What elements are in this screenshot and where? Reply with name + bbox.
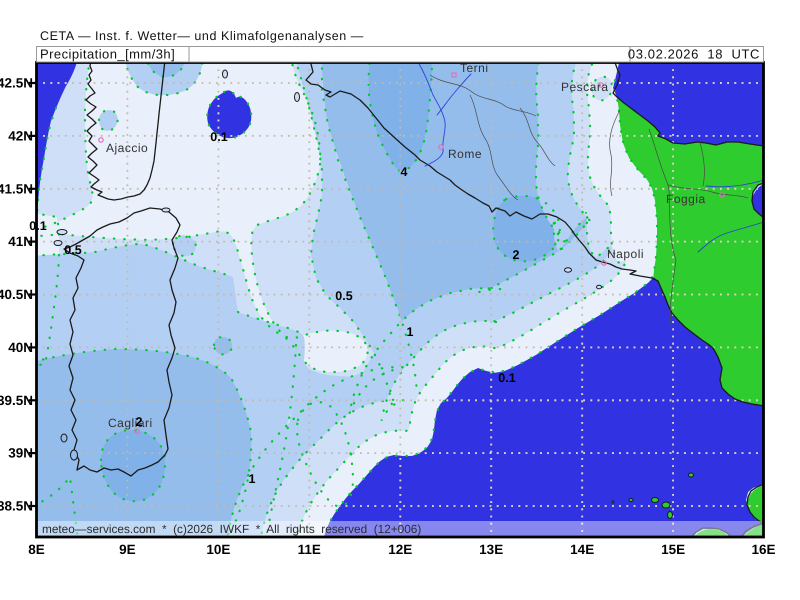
svg-text:Ajaccio: Ajaccio	[106, 141, 148, 155]
svg-text:Napoli: Napoli	[607, 247, 644, 261]
svg-text:Pescara: Pescara	[561, 80, 609, 94]
svg-text:14E: 14E	[570, 542, 594, 557]
svg-text:40N: 40N	[8, 340, 33, 355]
svg-text:Precipitation_[mm/3h]: Precipitation_[mm/3h]	[40, 47, 175, 62]
svg-text:15E: 15E	[661, 542, 685, 557]
svg-text:42.5N: 42.5N	[0, 76, 33, 91]
svg-text:39N: 39N	[8, 446, 33, 461]
svg-text:0.1: 0.1	[210, 130, 227, 144]
svg-text:0.1: 0.1	[29, 219, 46, 233]
svg-text:41N: 41N	[8, 234, 33, 249]
svg-text:1: 1	[249, 472, 256, 486]
svg-text:40.5N: 40.5N	[0, 287, 33, 302]
svg-text:Rome: Rome	[448, 147, 482, 161]
svg-text:1: 1	[407, 325, 414, 339]
svg-text:2: 2	[136, 415, 143, 429]
svg-text:41.5N: 41.5N	[0, 181, 33, 196]
svg-text:CETA — Inst. f. Wetter— und Kl: CETA — Inst. f. Wetter— und Klimafolgena…	[40, 29, 364, 43]
svg-text:4: 4	[401, 165, 408, 179]
svg-text:0.5: 0.5	[64, 243, 81, 257]
svg-text:38.5N: 38.5N	[0, 499, 33, 514]
svg-text:11E: 11E	[298, 542, 321, 557]
svg-text:42N: 42N	[8, 128, 33, 143]
svg-text:meteo—services.com * (c)2026: meteo—services.com * (c)2026 IWKF * All …	[42, 522, 421, 536]
svg-text:13E: 13E	[479, 542, 503, 557]
svg-text:0.1: 0.1	[498, 371, 515, 385]
svg-text:Terni: Terni	[460, 61, 489, 75]
svg-text:9E: 9E	[119, 542, 136, 557]
svg-text:16E: 16E	[751, 542, 775, 557]
svg-text:12E: 12E	[388, 542, 412, 557]
svg-text:2: 2	[513, 248, 520, 262]
svg-text:Foggia: Foggia	[666, 192, 706, 206]
svg-text:0.5: 0.5	[335, 289, 352, 303]
svg-text:8E: 8E	[28, 542, 45, 557]
svg-text:10E: 10E	[206, 542, 230, 557]
svg-text:39.5N: 39.5N	[0, 393, 33, 408]
svg-text:Cagliari: Cagliari	[108, 416, 153, 430]
svg-text:03.02.2026 18 UTC: 03.02.2026 18 UTC	[628, 47, 760, 62]
